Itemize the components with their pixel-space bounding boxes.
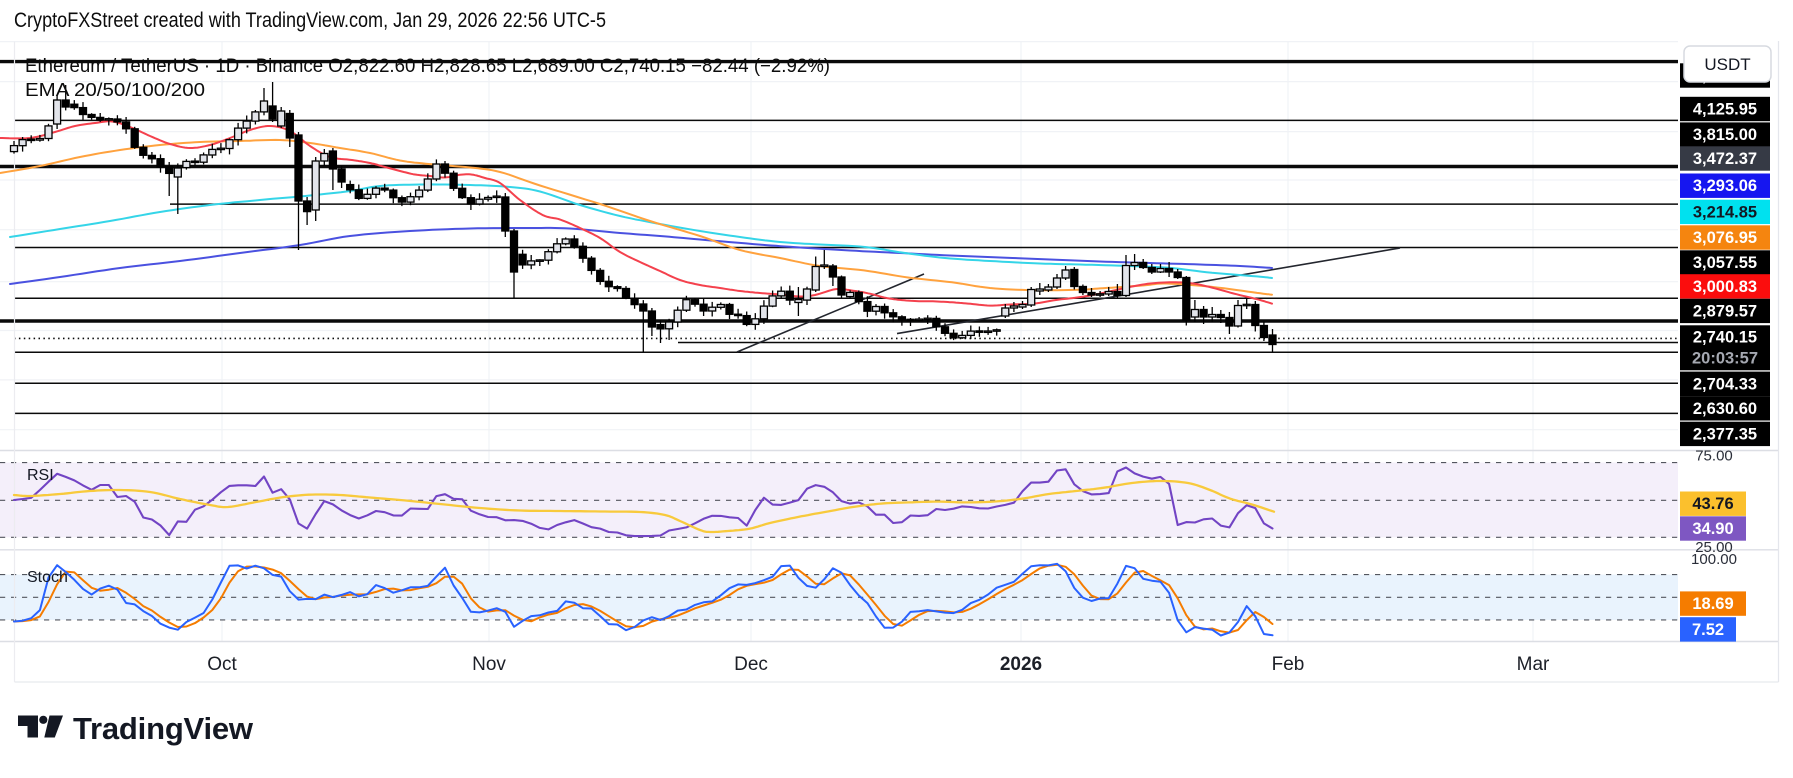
svg-text:Mar: Mar: [1517, 654, 1550, 675]
svg-text:RSI: RSI: [27, 467, 54, 484]
svg-text:4,125.95: 4,125.95: [1693, 101, 1757, 119]
svg-text:2,740.15: 2,740.15: [1693, 329, 1757, 347]
svg-text:34.90: 34.90: [1692, 520, 1733, 538]
svg-text:3,057.55: 3,057.55: [1693, 254, 1757, 272]
svg-text:3,472.37: 3,472.37: [1693, 150, 1757, 168]
svg-text:43.76: 43.76: [1692, 495, 1733, 513]
svg-text:Nov: Nov: [472, 654, 506, 675]
svg-text:CryptoFXStreet created with Tr: CryptoFXStreet created with TradingView.…: [14, 9, 606, 32]
svg-text:2026: 2026: [1000, 654, 1042, 675]
svg-text:Feb: Feb: [1272, 654, 1305, 675]
svg-text:25.00: 25.00: [1695, 539, 1733, 556]
svg-text:Oct: Oct: [207, 654, 237, 675]
svg-text:3,214.85: 3,214.85: [1693, 203, 1757, 221]
svg-text:100.00: 100.00: [1691, 551, 1737, 568]
svg-text:2,879.57: 2,879.57: [1693, 302, 1757, 320]
svg-text:Dec: Dec: [734, 654, 768, 675]
svg-text:Ethereum / TetherUS · 1D · Bin: Ethereum / TetherUS · 1D · Binance O2,82…: [25, 56, 830, 77]
svg-text:7.52: 7.52: [1692, 621, 1724, 639]
svg-text:3,000.83: 3,000.83: [1693, 278, 1757, 296]
svg-text:EMA 20/50/100/200: EMA 20/50/100/200: [25, 79, 205, 100]
svg-text:USDT: USDT: [1704, 55, 1750, 74]
svg-text:TradingView: TradingView: [73, 711, 254, 746]
svg-text:2,377.35: 2,377.35: [1693, 425, 1757, 443]
svg-text:2,704.33: 2,704.33: [1693, 375, 1757, 393]
svg-text:Stoch: Stoch: [27, 569, 68, 586]
svg-text:75.00: 75.00: [1695, 448, 1733, 465]
svg-text:20:03:57: 20:03:57: [1692, 350, 1758, 368]
svg-text:18.69: 18.69: [1692, 595, 1733, 613]
svg-text:2,630.60: 2,630.60: [1693, 400, 1757, 418]
svg-text:3,076.95: 3,076.95: [1693, 229, 1757, 247]
svg-text:3,815.00: 3,815.00: [1693, 126, 1757, 144]
svg-text:3,293.06: 3,293.06: [1693, 177, 1757, 195]
